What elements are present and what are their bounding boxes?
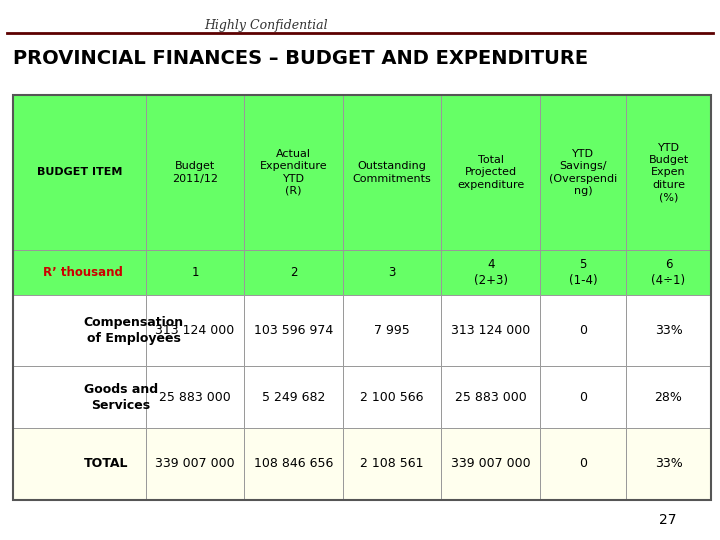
Bar (13, 250, 145, 295)
Bar (343, 295, 441, 366)
Text: 313 124 000: 313 124 000 (451, 324, 531, 337)
Text: 313 124 000: 313 124 000 (156, 324, 235, 337)
Text: 2 108 561: 2 108 561 (361, 457, 424, 470)
Text: 2 100 566: 2 100 566 (361, 390, 424, 403)
Text: 0: 0 (579, 457, 587, 470)
Text: 108 846 656: 108 846 656 (254, 457, 333, 470)
Text: BUDGET ITEM: BUDGET ITEM (37, 167, 122, 177)
Text: 6
(4÷1): 6 (4÷1) (652, 258, 685, 287)
Bar (13, 366, 145, 428)
Bar (441, 295, 540, 366)
Bar (441, 94, 540, 250)
Bar (343, 94, 441, 250)
Text: TOTAL: TOTAL (84, 457, 128, 470)
Bar (244, 428, 343, 500)
Bar (145, 366, 244, 428)
Bar (244, 94, 343, 250)
Bar (145, 94, 244, 250)
Text: 1: 1 (192, 266, 199, 279)
Bar (441, 250, 540, 295)
Text: 2: 2 (290, 266, 297, 279)
Text: 33%: 33% (654, 324, 683, 337)
Text: 339 007 000: 339 007 000 (451, 457, 531, 470)
Text: R’ thousand: R’ thousand (43, 266, 123, 279)
Text: 33%: 33% (654, 457, 683, 470)
Text: 28%: 28% (654, 390, 683, 403)
Bar (13, 295, 145, 366)
Text: Outstanding
Commitments: Outstanding Commitments (353, 161, 431, 184)
Text: Total
Projected
expenditure: Total Projected expenditure (457, 155, 524, 190)
Text: 7 995: 7 995 (374, 324, 410, 337)
Text: 0: 0 (579, 390, 587, 403)
Bar (540, 295, 626, 366)
Text: Actual
Expenditure
YTD
(R): Actual Expenditure YTD (R) (260, 149, 328, 196)
Text: PROVINCIAL FINANCES – BUDGET AND EXPENDITURE: PROVINCIAL FINANCES – BUDGET AND EXPENDI… (13, 49, 588, 68)
Bar (13, 94, 145, 250)
Bar (441, 428, 540, 500)
Bar (343, 428, 441, 500)
Bar (441, 366, 540, 428)
Bar (13, 94, 711, 500)
Bar (343, 366, 441, 428)
Text: 339 007 000: 339 007 000 (156, 457, 235, 470)
Bar (626, 295, 711, 366)
Bar (145, 250, 244, 295)
Text: 5
(1-4): 5 (1-4) (569, 258, 597, 287)
Bar (343, 250, 441, 295)
Bar (13, 428, 145, 500)
Text: Budget
2011/12: Budget 2011/12 (172, 161, 218, 184)
Text: 27: 27 (660, 512, 677, 526)
Bar (244, 250, 343, 295)
Bar (540, 94, 626, 250)
Bar (145, 428, 244, 500)
Bar (626, 366, 711, 428)
Text: 5 249 682: 5 249 682 (262, 390, 325, 403)
Text: 25 883 000: 25 883 000 (159, 390, 231, 403)
Text: YTD
Savings/
(Overspendi
ng): YTD Savings/ (Overspendi ng) (549, 149, 617, 196)
Bar (626, 428, 711, 500)
Text: Compensation
of Employees: Compensation of Employees (84, 316, 184, 345)
Text: Highly Confidential: Highly Confidential (204, 19, 328, 32)
Text: 0: 0 (579, 324, 587, 337)
Bar (244, 295, 343, 366)
Bar (626, 250, 711, 295)
Bar (244, 366, 343, 428)
Bar (145, 295, 244, 366)
Text: 3: 3 (389, 266, 396, 279)
Text: 25 883 000: 25 883 000 (455, 390, 526, 403)
Bar (540, 366, 626, 428)
Text: 4
(2+3): 4 (2+3) (474, 258, 508, 287)
Bar (626, 94, 711, 250)
Bar (540, 250, 626, 295)
Text: YTD
Budget
Expen
diture
(%): YTD Budget Expen diture (%) (649, 143, 688, 202)
Bar (540, 428, 626, 500)
Text: 103 596 974: 103 596 974 (254, 324, 333, 337)
Text: Goods and
Services: Goods and Services (84, 383, 158, 411)
